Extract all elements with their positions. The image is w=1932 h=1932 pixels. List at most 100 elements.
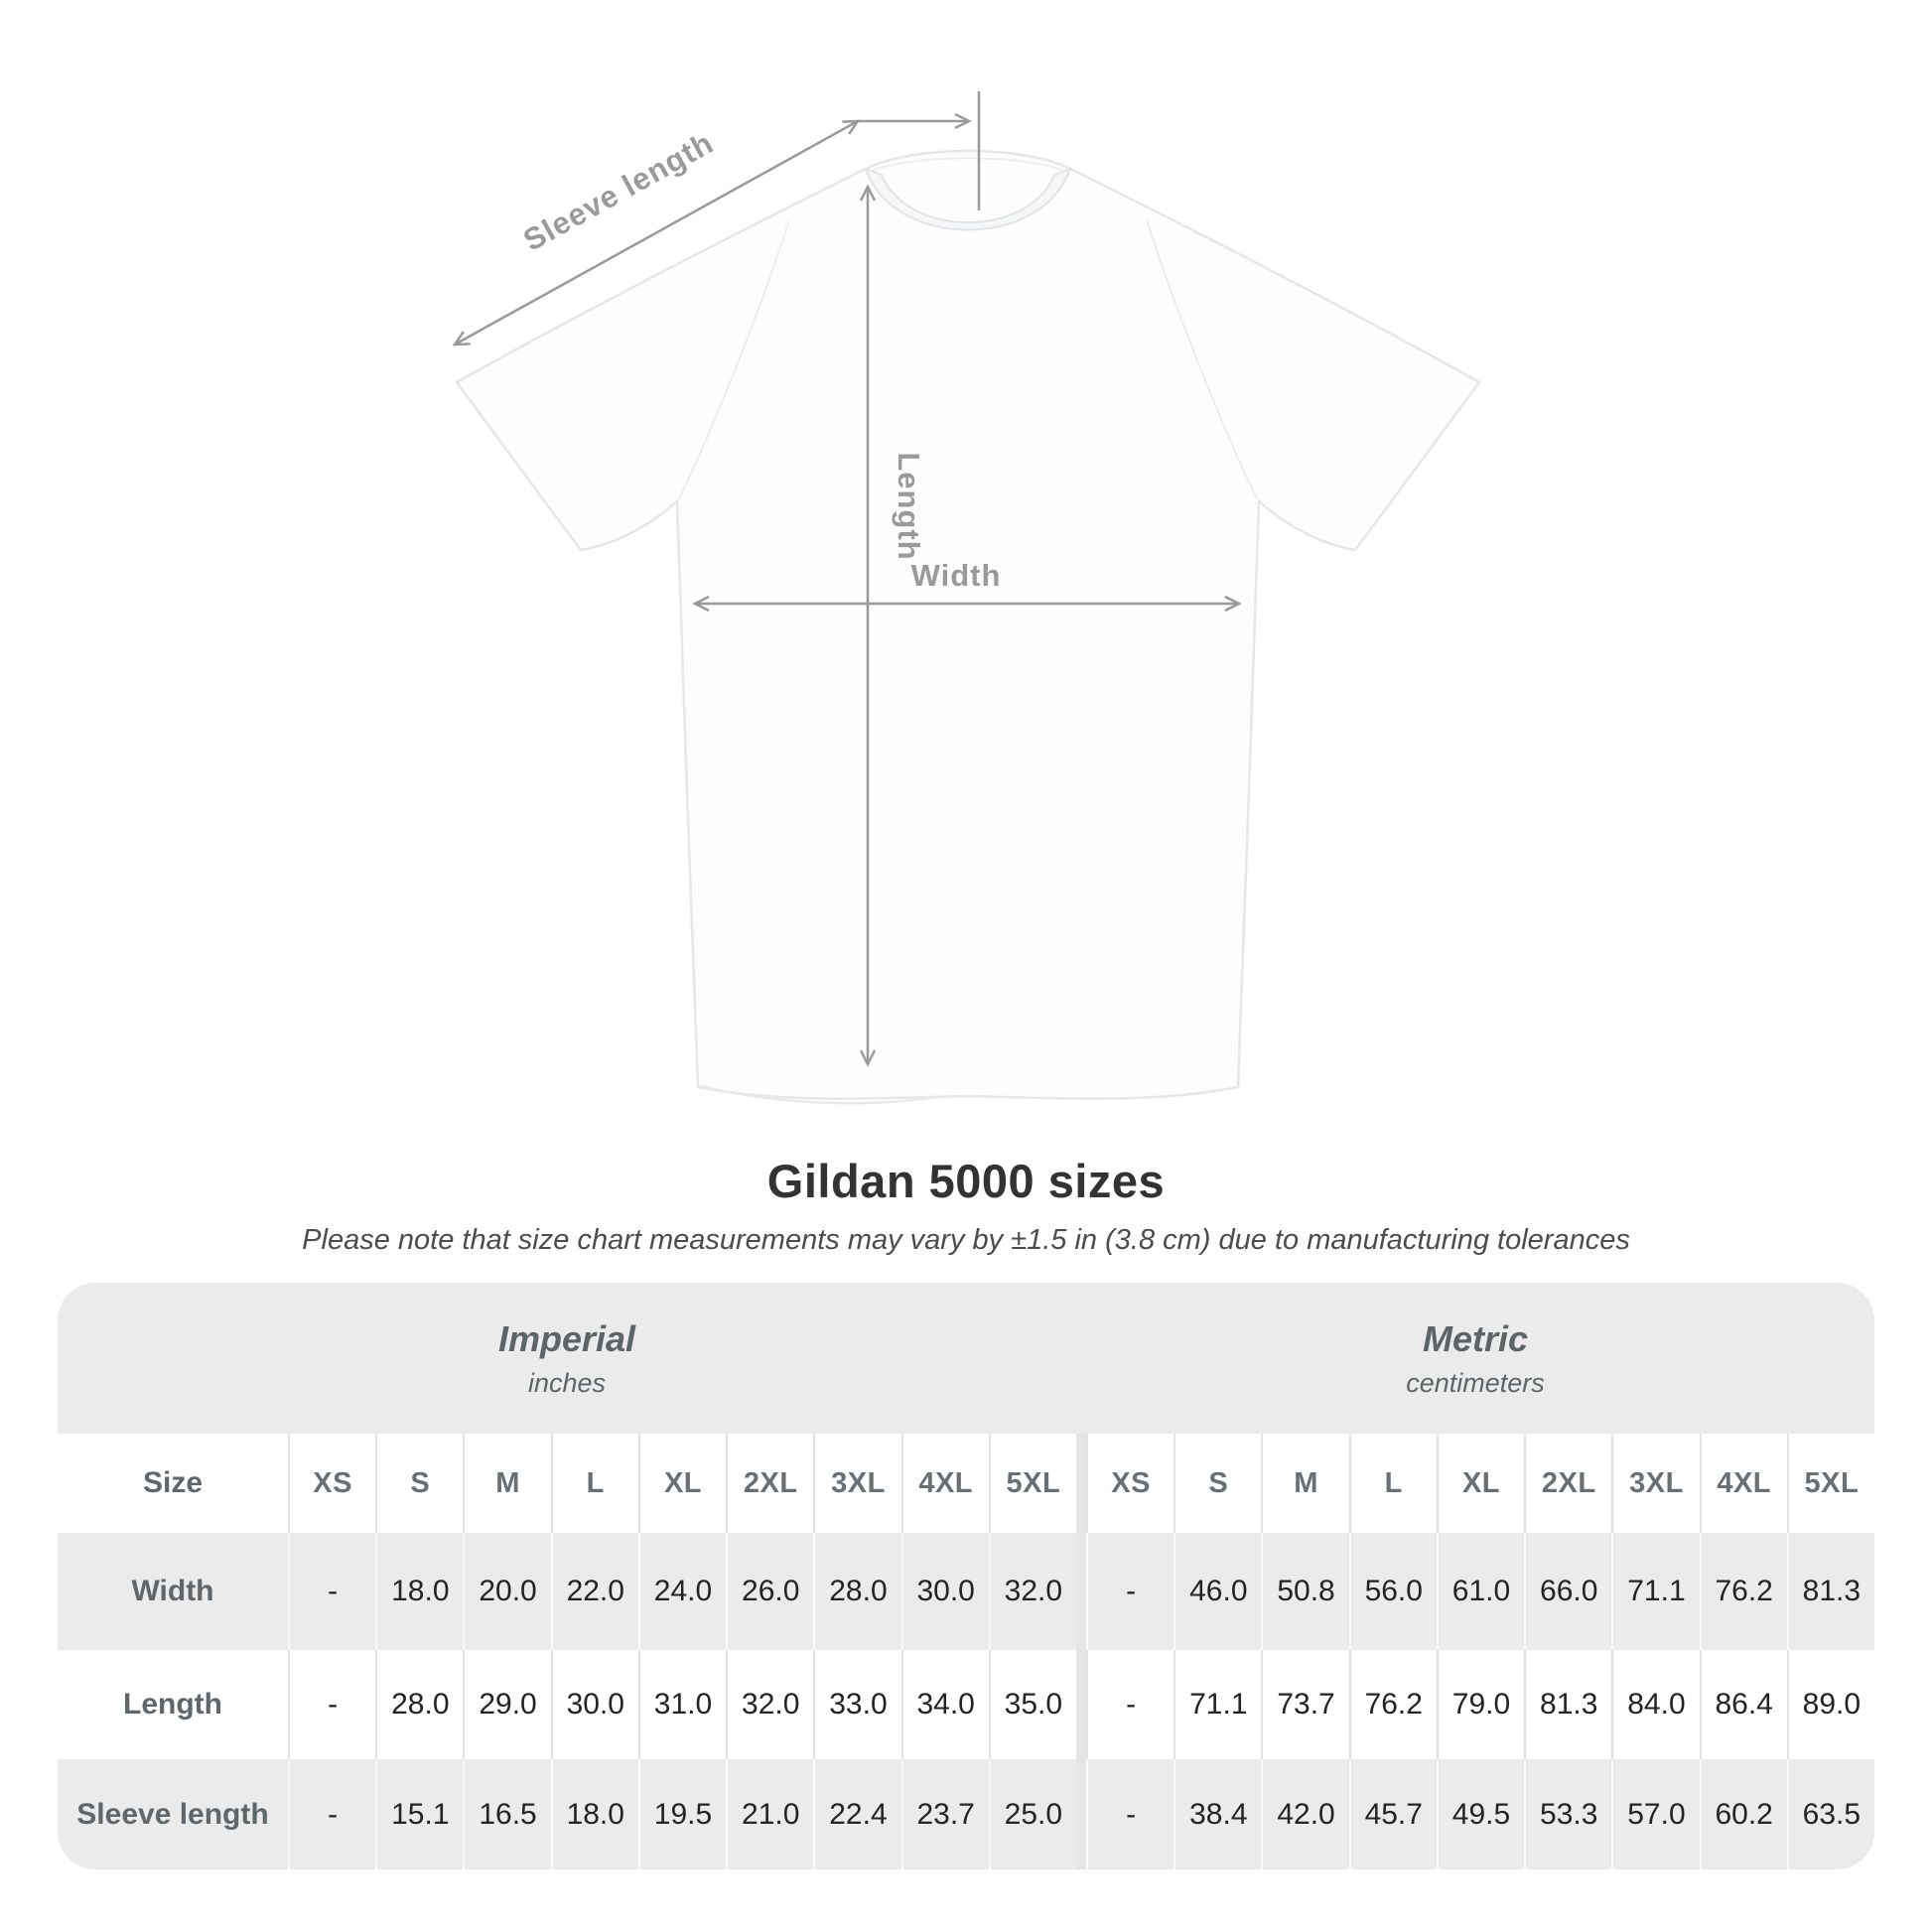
group-header-imperial: Imperial inches xyxy=(58,1283,1076,1434)
cell-value: - xyxy=(1085,1533,1174,1650)
tshirt-measurement-diagram: Sleeve length Length Width xyxy=(452,91,1481,1105)
size-header-imperial-4xl: 4XL xyxy=(900,1434,989,1533)
cell-value: 42.0 xyxy=(1261,1759,1349,1869)
cell-value: 29.0 xyxy=(463,1650,551,1759)
cell-value: 18.0 xyxy=(550,1759,638,1869)
cell-value: 60.2 xyxy=(1699,1759,1787,1869)
cell-value: 22.4 xyxy=(813,1759,901,1869)
size-table: Imperial inches Metric centimeters Size X… xyxy=(58,1283,1874,1869)
row-label: Width xyxy=(58,1533,288,1650)
cell-value: 57.0 xyxy=(1611,1759,1700,1869)
size-column-header: Size xyxy=(58,1434,288,1533)
cell-value: 89.0 xyxy=(1786,1650,1874,1759)
size-header-metric-xl: XL xyxy=(1436,1434,1525,1533)
cell-value: 81.3 xyxy=(1786,1533,1874,1650)
cell-value: - xyxy=(1085,1759,1174,1869)
cell-value: 84.0 xyxy=(1611,1650,1700,1759)
tshirt-diagram-svg: Sleeve length Length Width xyxy=(452,91,1481,1105)
row-label: Sleeve length xyxy=(58,1759,288,1869)
cell-value: 49.5 xyxy=(1436,1759,1525,1869)
cell-value: 26.0 xyxy=(726,1533,814,1650)
collar xyxy=(864,167,1072,231)
cell-value: 71.1 xyxy=(1611,1533,1700,1650)
cell-value: 76.2 xyxy=(1699,1533,1787,1650)
cell-value: 81.3 xyxy=(1524,1650,1612,1759)
imperial-unit-label: inches xyxy=(527,1367,607,1398)
cell-value: 71.1 xyxy=(1173,1650,1262,1759)
group-header-metric: Metric centimeters xyxy=(1075,1283,1874,1434)
title-block: Gildan 5000 sizes Please note that size … xyxy=(0,1154,1932,1257)
length-label: Length xyxy=(892,452,926,560)
cell-value: 38.4 xyxy=(1173,1759,1262,1869)
cell-value: 28.0 xyxy=(813,1533,901,1650)
cell-value: 22.0 xyxy=(550,1533,638,1650)
cell-value: 53.3 xyxy=(1524,1759,1612,1869)
table-mid-divider xyxy=(1075,1533,1086,1650)
cell-value: 50.8 xyxy=(1261,1533,1349,1650)
sleeve-length-label: Sleeve length xyxy=(517,125,719,258)
row-label: Length xyxy=(58,1650,288,1759)
cell-value: 45.7 xyxy=(1348,1759,1437,1869)
cell-value: 66.0 xyxy=(1524,1533,1612,1650)
cell-value: 63.5 xyxy=(1786,1759,1874,1869)
page-title: Gildan 5000 sizes xyxy=(766,1155,1166,1207)
size-header-imperial-xl: XL xyxy=(637,1434,727,1533)
table-mid-divider xyxy=(1075,1434,1086,1533)
cell-value: 24.0 xyxy=(637,1533,727,1650)
table-mid-divider xyxy=(1075,1650,1086,1759)
cell-value: 46.0 xyxy=(1173,1533,1262,1650)
cell-value: 19.5 xyxy=(637,1759,727,1869)
cell-value: 61.0 xyxy=(1436,1533,1525,1650)
cell-value: 76.2 xyxy=(1348,1650,1437,1759)
cell-value: 20.0 xyxy=(463,1533,551,1650)
measurement-arrows xyxy=(452,91,1242,1067)
cell-value: 86.4 xyxy=(1699,1650,1787,1759)
size-header-metric-4xl: 4XL xyxy=(1699,1434,1787,1533)
size-header-metric-xs: XS xyxy=(1085,1434,1174,1533)
cell-value: 15.1 xyxy=(375,1759,464,1869)
size-header-imperial-xs: XS xyxy=(288,1434,376,1533)
size-header-imperial-s: S xyxy=(375,1434,464,1533)
size-header-imperial-2xl: 2XL xyxy=(726,1434,814,1533)
cell-value: - xyxy=(288,1759,376,1869)
cell-value: 32.0 xyxy=(988,1533,1076,1650)
cell-value: 79.0 xyxy=(1436,1650,1525,1759)
imperial-label: Imperial xyxy=(497,1317,636,1359)
cell-value: 28.0 xyxy=(375,1650,464,1759)
cell-value: 30.0 xyxy=(900,1533,989,1650)
tshirt-outline xyxy=(455,149,1481,1105)
cell-value: 21.0 xyxy=(726,1759,814,1869)
cell-value: 31.0 xyxy=(637,1650,727,1759)
size-header-imperial-l: L xyxy=(550,1434,638,1533)
size-header-metric-2xl: 2XL xyxy=(1524,1434,1612,1533)
size-header-metric-l: L xyxy=(1348,1434,1437,1533)
cell-value: 73.7 xyxy=(1261,1650,1349,1759)
size-header-metric-m: M xyxy=(1261,1434,1349,1533)
sleeve-length-arrow xyxy=(452,119,861,346)
size-header-metric-s: S xyxy=(1173,1434,1262,1533)
size-header-imperial-5xl: 5XL xyxy=(988,1434,1076,1533)
cell-value: 56.0 xyxy=(1348,1533,1437,1650)
metric-unit-label: centimeters xyxy=(1406,1367,1545,1398)
tolerance-note: Please note that size chart measurements… xyxy=(302,1224,1630,1256)
cell-value: 32.0 xyxy=(726,1650,814,1759)
size-header-imperial-m: M xyxy=(463,1434,551,1533)
cell-value: - xyxy=(288,1533,376,1650)
cell-value: 33.0 xyxy=(813,1650,901,1759)
table-mid-divider xyxy=(1075,1759,1086,1869)
size-header-metric-3xl: 3XL xyxy=(1611,1434,1700,1533)
cell-value: 25.0 xyxy=(988,1759,1076,1869)
size-header-metric-5xl: 5XL xyxy=(1786,1434,1874,1533)
cell-value: 30.0 xyxy=(550,1650,638,1759)
size-header-imperial-3xl: 3XL xyxy=(813,1434,901,1533)
metric-label: Metric xyxy=(1422,1317,1528,1359)
cell-value: 18.0 xyxy=(375,1533,464,1650)
cell-value: 23.7 xyxy=(900,1759,989,1869)
cell-value: 16.5 xyxy=(463,1759,551,1869)
cell-value: 34.0 xyxy=(900,1650,989,1759)
cell-value: - xyxy=(1085,1650,1174,1759)
width-label: Width xyxy=(911,558,1002,593)
cell-value: 35.0 xyxy=(988,1650,1076,1759)
cell-value: - xyxy=(288,1650,376,1759)
